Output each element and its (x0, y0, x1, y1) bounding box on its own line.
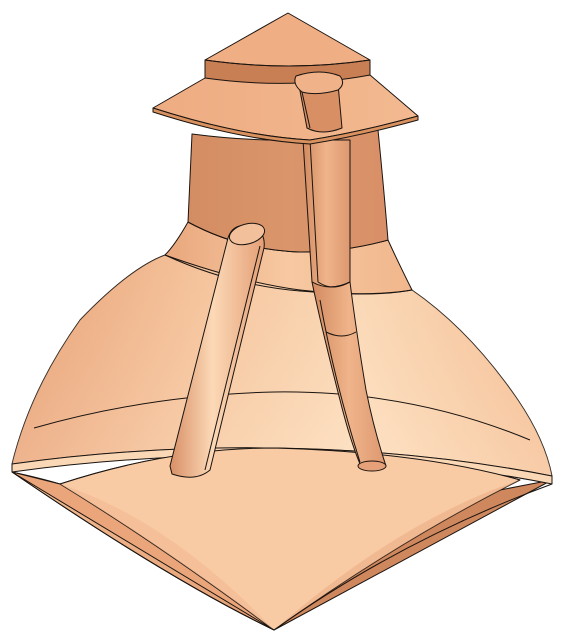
right-tube-end (357, 460, 387, 472)
body[interactable] (11, 254, 553, 631)
right-tube-band-1 (317, 281, 351, 288)
right-tube-inner-edge (309, 139, 319, 283)
right-tube-band-2 (325, 331, 357, 337)
cap-top-face[interactable] (204, 12, 371, 67)
cap-tab-crease (301, 91, 311, 129)
base-upper-face[interactable] (59, 447, 521, 631)
shoulder-seam-lower (164, 254, 413, 295)
left-rod-inner-edge (204, 245, 261, 471)
cap-tab-top[interactable] (294, 71, 344, 95)
outline (11, 464, 553, 631)
right-tube-inner-lower (319, 299, 361, 463)
cap-top[interactable] (204, 12, 371, 84)
cap-tab[interactable] (294, 71, 344, 133)
left-rod-top-end (228, 222, 266, 246)
body-highlight (12, 255, 552, 476)
neck[interactable] (187, 129, 389, 253)
cap-brim[interactable] (152, 74, 419, 145)
cap-top-front-edge (204, 59, 371, 67)
left-rod[interactable] (169, 220, 267, 478)
right-tube[interactable] (302, 139, 387, 472)
body-band-upper (33, 391, 531, 441)
neck-surface[interactable] (187, 129, 389, 253)
base-bottom[interactable] (11, 471, 553, 631)
cap-brim-edge[interactable] (152, 107, 419, 145)
